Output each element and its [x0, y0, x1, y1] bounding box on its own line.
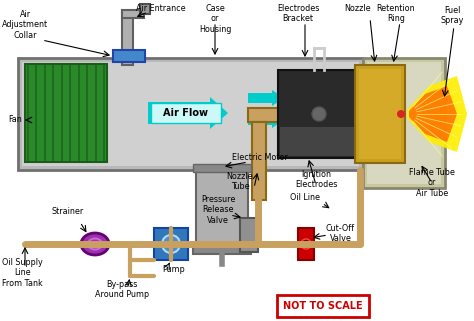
Circle shape: [162, 235, 180, 253]
Bar: [193, 164, 251, 172]
Text: Nozzle: Nozzle: [345, 4, 371, 13]
Circle shape: [312, 107, 326, 121]
Bar: [113, 50, 145, 62]
FancyBboxPatch shape: [277, 295, 369, 317]
Text: Air
Adjustment
Collar: Air Adjustment Collar: [2, 10, 48, 40]
Text: Pressure
Release
Valve: Pressure Release Valve: [201, 195, 235, 225]
Text: Oil Line: Oil Line: [290, 194, 320, 203]
Bar: [154, 228, 188, 260]
Circle shape: [397, 110, 405, 118]
Bar: [248, 108, 363, 122]
Circle shape: [92, 241, 98, 247]
Text: Electric Motor: Electric Motor: [232, 153, 288, 162]
Bar: [278, 70, 360, 158]
Bar: [18, 58, 363, 170]
Text: Pump: Pump: [162, 265, 185, 274]
Bar: [193, 244, 251, 254]
Text: Electrodes
Bracket: Electrodes Bracket: [277, 4, 319, 23]
FancyArrow shape: [248, 90, 284, 106]
Text: Flame Tube
or
Air Tube: Flame Tube or Air Tube: [409, 168, 455, 198]
Bar: [359, 69, 401, 159]
Bar: [22, 62, 359, 166]
Bar: [196, 167, 248, 247]
Text: Ignition
Electrodes: Ignition Electrodes: [295, 170, 337, 189]
FancyBboxPatch shape: [151, 103, 221, 123]
Bar: [252, 122, 266, 200]
Bar: [122, 12, 133, 65]
Text: Cut-Off
Valve: Cut-Off Valve: [326, 224, 355, 243]
Text: Air Entrance: Air Entrance: [136, 4, 186, 13]
Text: Case
or
Housing: Case or Housing: [199, 4, 231, 34]
Bar: [280, 127, 358, 156]
Bar: [298, 228, 314, 260]
Ellipse shape: [81, 233, 109, 255]
Text: Strainer: Strainer: [52, 207, 84, 216]
Bar: [140, 4, 150, 14]
Polygon shape: [409, 86, 457, 142]
Circle shape: [301, 239, 311, 249]
Text: Air Flow: Air Flow: [164, 108, 209, 118]
Text: Nozzle
Tube: Nozzle Tube: [227, 172, 253, 191]
Bar: [367, 62, 441, 184]
Text: Retention
Ring: Retention Ring: [377, 4, 415, 23]
Bar: [355, 65, 405, 163]
Bar: [25, 64, 107, 162]
Polygon shape: [407, 76, 467, 152]
Bar: [122, 10, 144, 18]
Text: Fan: Fan: [8, 116, 22, 125]
FancyArrow shape: [148, 97, 228, 129]
Ellipse shape: [88, 239, 102, 249]
Text: NOT TO SCALE: NOT TO SCALE: [283, 301, 363, 311]
Text: Oil Supply
Line
From Tank: Oil Supply Line From Tank: [2, 258, 43, 288]
FancyArrow shape: [248, 112, 284, 128]
Circle shape: [168, 241, 174, 247]
Text: By-pass
Around Pump: By-pass Around Pump: [95, 280, 149, 299]
Bar: [363, 58, 445, 188]
Text: Fuel
Spray: Fuel Spray: [440, 6, 464, 25]
Bar: [240, 218, 258, 252]
